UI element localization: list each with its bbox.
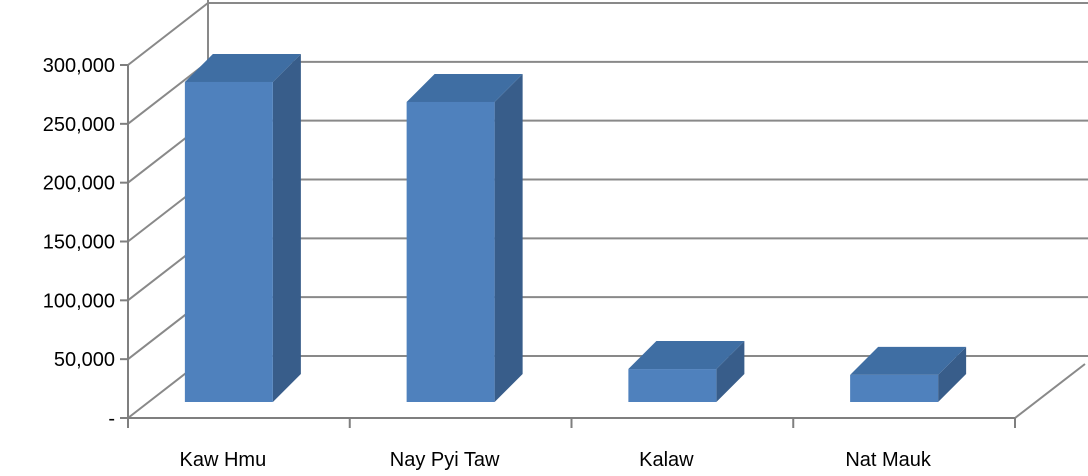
bar-front: [628, 369, 717, 402]
y-tick-label: 50,000: [54, 349, 115, 371]
bar-side: [494, 73, 523, 402]
x-tick-label: Kaw Hmu: [180, 449, 267, 471]
bar-front: [406, 101, 495, 402]
y-tick-label: 200,000: [43, 173, 115, 195]
y-tick-label: 100,000: [43, 290, 115, 312]
bar-side: [272, 53, 301, 403]
y-tick-label: -: [108, 408, 115, 430]
y-tick-label: 150,000: [43, 232, 115, 254]
bar-front: [184, 81, 273, 403]
x-tick-label: Nay Pyi Taw: [390, 449, 500, 471]
y-tick-label: 250,000: [43, 114, 115, 136]
bar-nat-mauk: [850, 346, 967, 402]
bar-side: [938, 346, 967, 402]
bar-nay-pyi-taw: [406, 73, 523, 402]
gridline: [127, 2, 1088, 66]
bar-top: [184, 53, 301, 82]
bar-top: [406, 73, 523, 102]
x-tick-label: Nat Mauk: [845, 449, 932, 471]
bar-top: [850, 346, 967, 375]
bars: [184, 53, 967, 403]
bar-front: [850, 374, 939, 402]
x-tick-label: Kalaw: [639, 449, 694, 471]
axes: [120, 64, 1016, 428]
bar-kaw-hmu: [184, 53, 301, 403]
bar-kalaw: [628, 341, 745, 402]
y-tick-labels: - 50,000 100,000 150,000 200,000 250,000 300,0…: [43, 55, 115, 430]
x-tick-labels: Kaw Hmu Nay Pyi Taw Kalaw Nat Mauk: [180, 449, 932, 471]
bar-side: [716, 341, 745, 402]
y-tick-label: 300,000: [43, 55, 115, 77]
floor-edge: [1014, 363, 1086, 419]
bar-top: [628, 341, 745, 370]
